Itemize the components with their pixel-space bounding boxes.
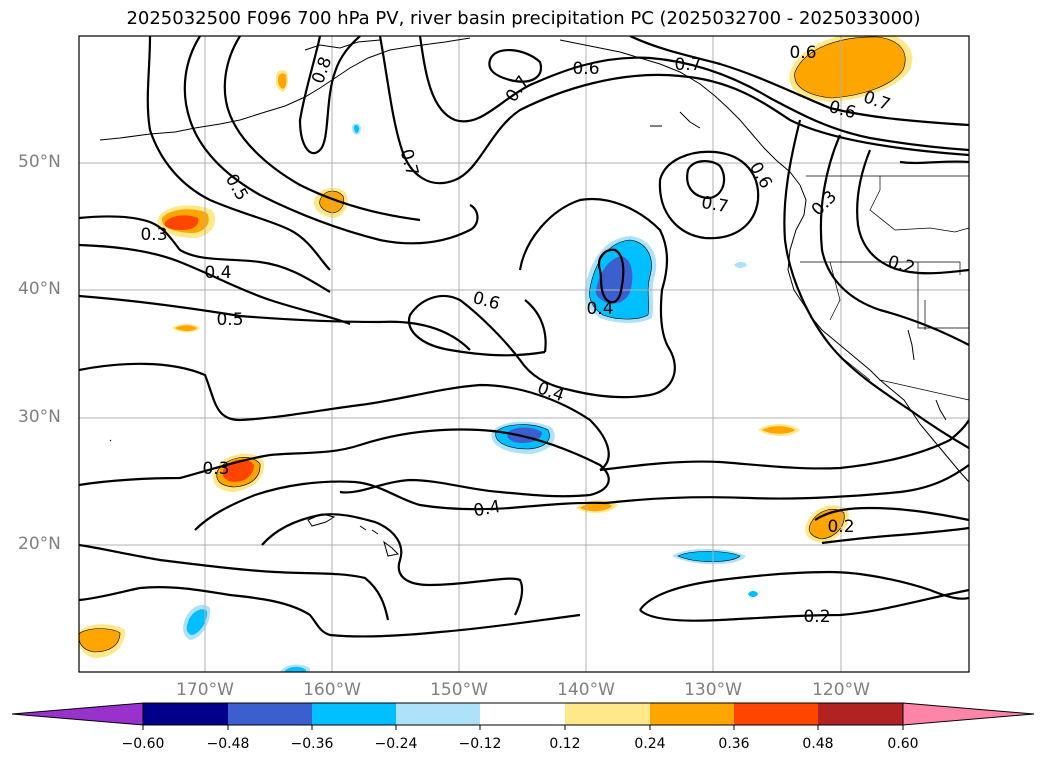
map-title: 2025032500 F096 700 hPa PV, river basin …	[126, 8, 921, 29]
contour-label: 0.5	[221, 171, 252, 204]
colorbar-frame	[142, 702, 904, 726]
gridlines	[79, 36, 969, 672]
contour-label: 0.3	[140, 225, 167, 245]
colorbar	[11, 702, 1035, 730]
lon-label-120w: 120°W	[812, 680, 870, 700]
contour-label: 0.4	[204, 263, 231, 283]
contour-label: 0.6	[572, 59, 599, 79]
shading-outlines	[79, 36, 906, 653]
colorbar-tick-label: −0.36	[290, 736, 334, 752]
lon-label-160w: 160°W	[303, 680, 361, 700]
colorbar-extend-low	[11, 702, 144, 726]
colorbar-tick-label: −0.48	[206, 736, 250, 752]
contour-label: 0.2	[803, 607, 830, 627]
contour-label: 0.7	[396, 147, 422, 178]
contour-label: 0.4	[535, 378, 567, 406]
colorbar-segment	[396, 703, 481, 725]
colorbar-segment	[818, 703, 904, 725]
lat-label-50n: 50°N	[18, 152, 61, 172]
lat-label-20n: 20°N	[18, 534, 61, 554]
coastlines	[99, 37, 969, 557]
contour-label: 0.2	[827, 517, 854, 537]
colorbar-segment	[480, 703, 566, 725]
contour-label: 0.2	[886, 252, 917, 278]
borders	[800, 175, 969, 401]
colorbar-tick-label: 0.60	[887, 736, 919, 752]
colorbar-tick-label: 0.36	[718, 736, 750, 752]
contour-label: 0.6	[789, 43, 816, 63]
colorbar-segment	[143, 703, 229, 725]
lon-label-150w: 150°W	[430, 680, 488, 700]
contour-label: 0.6	[745, 159, 776, 192]
contour-label: 0.6	[471, 288, 502, 314]
colorbar-tick-label: −0.24	[374, 736, 418, 752]
precip-shading	[79, 36, 913, 672]
colorbar-segment	[734, 703, 819, 725]
contour-label: 0.4	[586, 299, 613, 319]
contour-labels: 0.6 0.7 0.7 0.6 0.7 0.6 0.8 0.7 0.5 0.3 …	[140, 43, 916, 627]
map-frame	[78, 35, 970, 673]
contour-label: 0.3	[202, 459, 229, 479]
colorbar-tick-label: −0.12	[458, 736, 502, 752]
colorbar-segment	[312, 703, 397, 725]
colorbar-tick-label: −0.60	[121, 736, 165, 752]
lat-label-30n: 30°N	[18, 407, 61, 427]
colorbar-segment	[650, 703, 735, 725]
contour-label: 0.6	[827, 97, 858, 123]
lat-label-40n: 40°N	[18, 279, 61, 299]
colorbar-segment	[565, 703, 651, 725]
colorbar-tick-label: 0.12	[549, 736, 581, 752]
contour-label: 0.4	[472, 497, 502, 521]
lon-label-130w: 130°W	[684, 680, 742, 700]
colorbar-tick-label: 0.48	[802, 736, 834, 752]
colorbar-extend-high	[902, 702, 1035, 726]
lon-label-140w: 140°W	[557, 680, 615, 700]
pv-contours	[79, 36, 969, 638]
colorbar-segment	[228, 703, 313, 725]
contour-label: 0.7	[700, 193, 730, 217]
contour-label: 0.5	[216, 310, 243, 330]
colorbar-tick-label: 0.24	[634, 736, 666, 752]
contour-label: 0.3	[808, 187, 841, 220]
contour-label: 0.7	[674, 55, 701, 75]
contour-label: 0.7	[861, 87, 893, 115]
lon-label-170w: 170°W	[176, 680, 234, 700]
